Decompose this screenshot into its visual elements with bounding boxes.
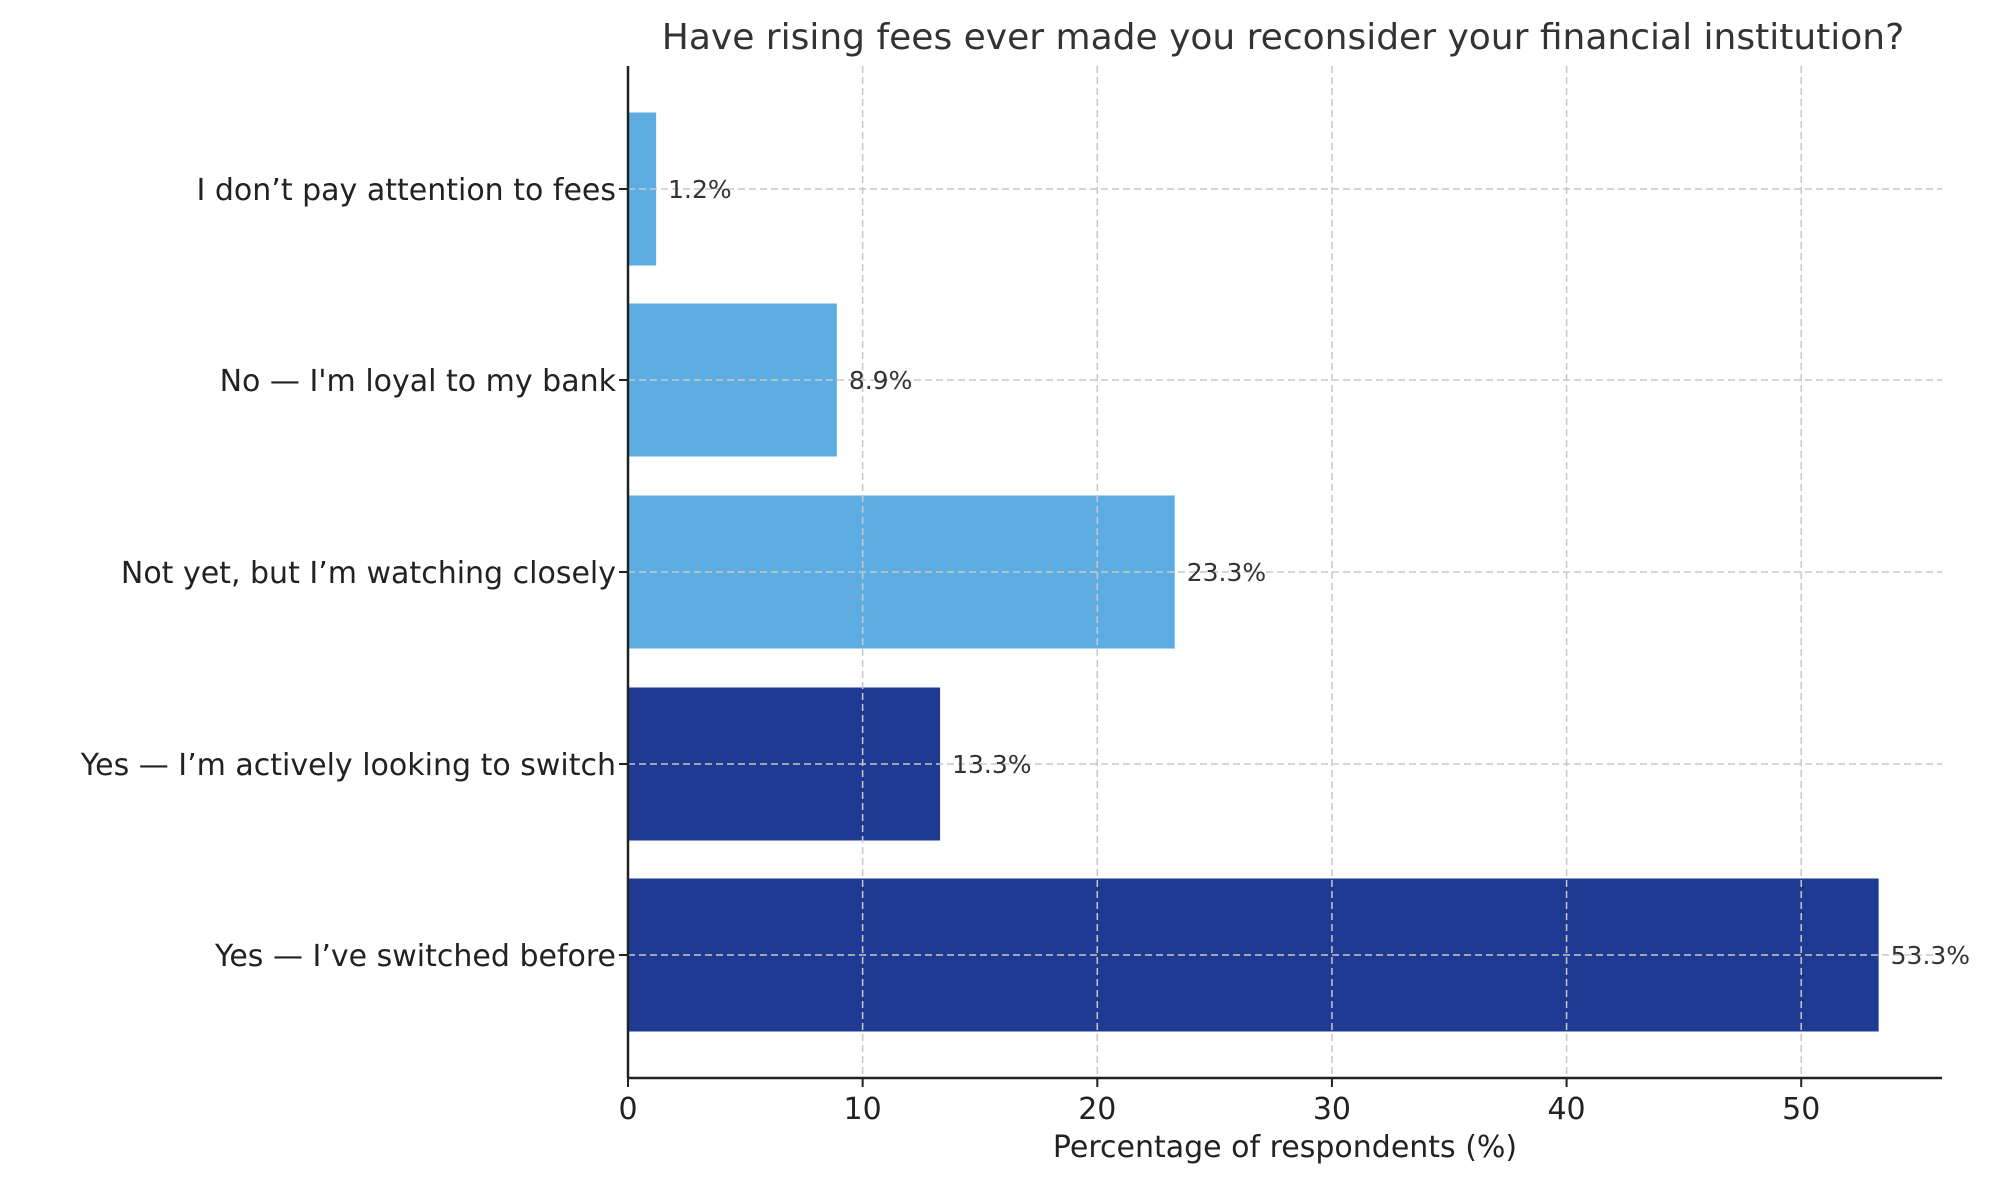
chart-title: Have rising fees ever made you reconside… [662,17,1904,58]
bar [628,878,1879,1032]
x-tick-label: 20 [1078,1092,1116,1127]
y-tick-label: No — I'm loyal to my bank [220,364,617,399]
x-tick-label: 10 [844,1092,882,1127]
data-label: 1.2% [668,175,732,204]
x-axis-label: Percentage of respondents (%) [1053,1130,1517,1165]
y-tick-label: Yes — I’m actively looking to switch [80,748,616,783]
data-label: 53.3% [1891,941,1970,970]
y-tick-label: I don’t pay attention to fees [197,173,617,208]
x-tick-label: 50 [1782,1092,1820,1127]
y-tick-label: Yes — I’ve switched before [214,939,616,974]
data-label: 8.9% [849,366,913,395]
x-tick-label: 0 [618,1092,637,1127]
y-tick-label: Not yet, but I’m watching closely [121,556,616,591]
x-tick-label: 30 [1313,1092,1351,1127]
data-label: 13.3% [952,750,1031,779]
x-tick-label: 40 [1547,1092,1585,1127]
data-label: 23.3% [1187,558,1266,587]
